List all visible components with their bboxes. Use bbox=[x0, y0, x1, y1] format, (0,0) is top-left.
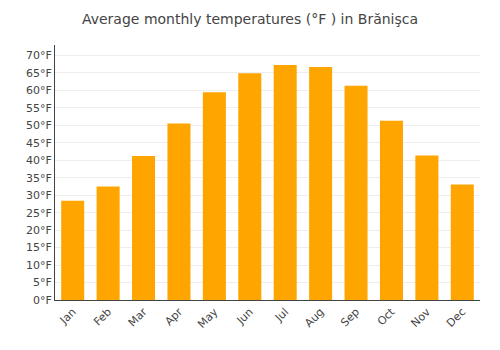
svg-text:60°F: 60°F bbox=[26, 84, 52, 97]
svg-text:Nov: Nov bbox=[409, 305, 434, 330]
svg-text:Mar: Mar bbox=[126, 305, 150, 329]
svg-text:Dec: Dec bbox=[444, 306, 468, 330]
svg-text:15°F: 15°F bbox=[26, 241, 52, 254]
svg-text:Feb: Feb bbox=[91, 306, 114, 329]
svg-text:50°F: 50°F bbox=[26, 119, 52, 132]
svg-text:5°F: 5°F bbox=[33, 276, 52, 289]
svg-text:10°F: 10°F bbox=[26, 259, 52, 272]
svg-text:40°F: 40°F bbox=[26, 154, 52, 167]
svg-text:Average monthly temperatures (: Average monthly temperatures (°F ) in Br… bbox=[82, 11, 418, 27]
svg-text:20°F: 20°F bbox=[26, 224, 52, 237]
svg-text:45°F: 45°F bbox=[26, 137, 52, 150]
svg-text:70°F: 70°F bbox=[26, 49, 52, 62]
svg-text:25°F: 25°F bbox=[26, 207, 52, 220]
svg-text:30°F: 30°F bbox=[26, 189, 52, 202]
svg-text:Jun: Jun bbox=[234, 305, 256, 327]
svg-text:Oct: Oct bbox=[375, 305, 398, 328]
svg-text:Jul: Jul bbox=[272, 306, 291, 325]
svg-text:Sep: Sep bbox=[338, 306, 362, 330]
svg-text:35°F: 35°F bbox=[26, 172, 52, 185]
svg-text:0°F: 0°F bbox=[33, 294, 52, 307]
svg-text:May: May bbox=[195, 305, 221, 331]
svg-text:Apr: Apr bbox=[162, 305, 185, 328]
svg-text:65°F: 65°F bbox=[26, 67, 52, 80]
svg-text:55°F: 55°F bbox=[26, 102, 52, 115]
svg-text:Jan: Jan bbox=[57, 306, 79, 328]
svg-text:Aug: Aug bbox=[302, 306, 326, 330]
